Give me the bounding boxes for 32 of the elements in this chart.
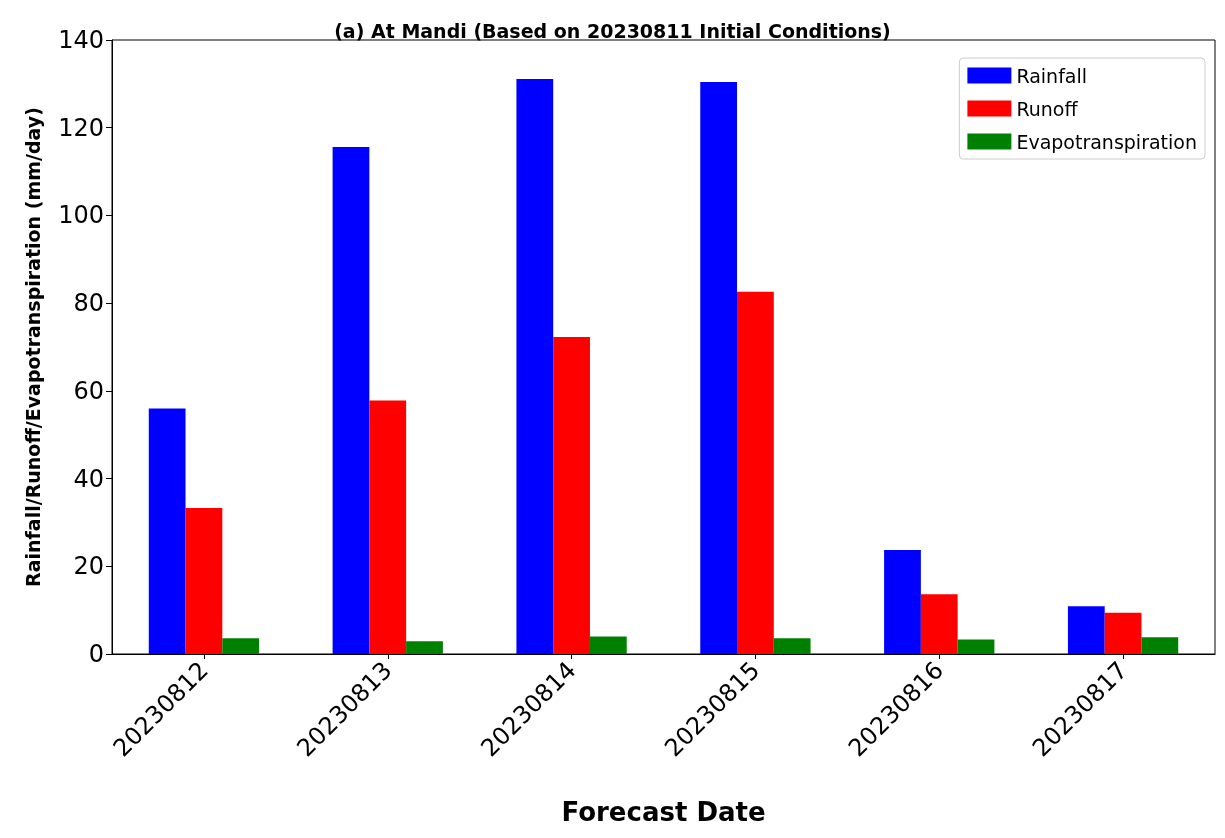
bar — [884, 550, 921, 654]
y-tick-label: 0 — [88, 640, 104, 668]
bar — [1104, 612, 1142, 654]
legend-label: Runoff — [1016, 97, 1079, 120]
y-tick-label: 60 — [73, 376, 104, 405]
legend-label: Rainfall — [1016, 64, 1088, 87]
bar — [1067, 606, 1105, 654]
bar — [957, 639, 995, 654]
chart-title: (a) At Mandi (Based on 20230811 Initial Conditions) — [334, 19, 891, 42]
y-axis-title: Rainfall/Runoff/Evapotranspiration (mm/day) — [21, 107, 44, 587]
bar — [148, 408, 186, 654]
x-axis-title: Forecast Date — [561, 797, 766, 827]
bar — [737, 291, 774, 654]
bar — [185, 507, 223, 654]
bar — [516, 79, 554, 654]
bar — [222, 638, 260, 654]
bar — [406, 641, 443, 654]
bar — [553, 336, 590, 654]
bar — [589, 636, 627, 654]
bar — [700, 82, 738, 654]
bar — [332, 147, 370, 654]
y-tick-label: 80 — [73, 289, 104, 318]
y-tick-label: 140 — [58, 26, 104, 54]
y-tick-label: 100 — [58, 201, 104, 230]
bar — [369, 400, 407, 654]
y-tick-label: 40 — [73, 464, 104, 493]
y-tick-label: 120 — [58, 113, 104, 142]
bar — [773, 638, 811, 654]
bar — [920, 594, 958, 654]
bar — [1141, 637, 1179, 654]
legend-label: Evapotranspiration — [1016, 130, 1198, 153]
y-tick-label: 20 — [73, 552, 104, 581]
